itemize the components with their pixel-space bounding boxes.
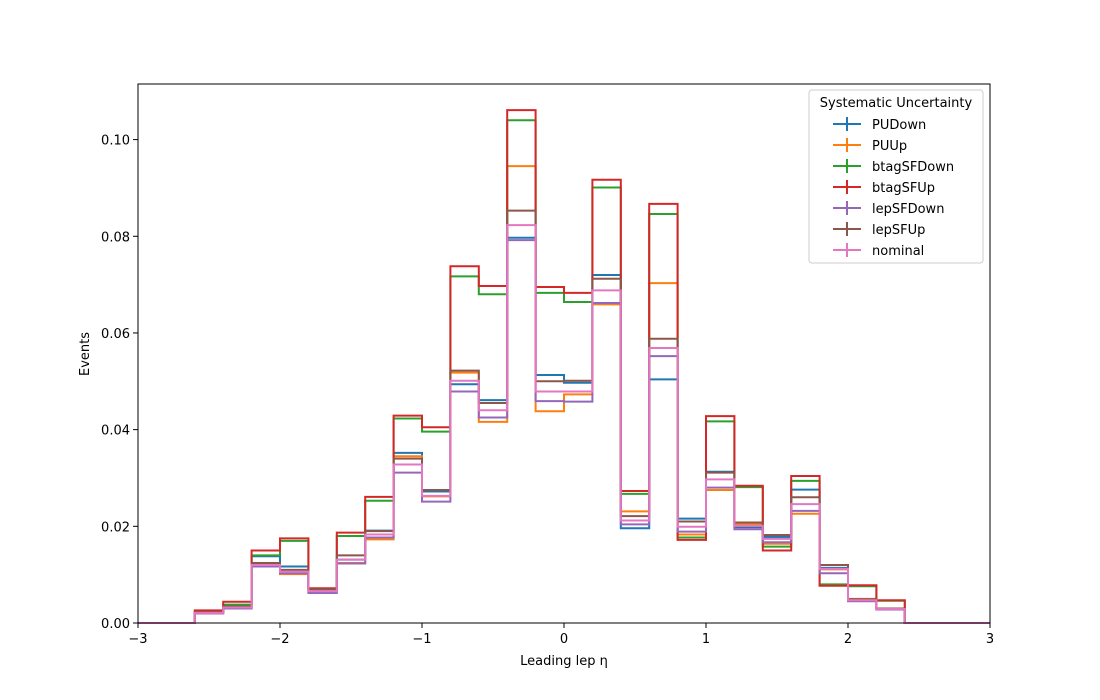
legend-label: lepSFDown: [872, 202, 944, 217]
legend-entry-PUDown: PUDown: [833, 117, 926, 133]
legend-label: btagSFDown: [872, 160, 954, 175]
x-axis-label: Leading lep η: [520, 654, 608, 669]
y-tick-label: 0.02: [101, 520, 130, 535]
legend-entry-nominal: nominal: [833, 243, 924, 259]
legend-label: PUDown: [872, 118, 926, 133]
legend-label: lepSFUp: [872, 223, 925, 238]
legend-entry-btagSFDown: btagSFDown: [833, 159, 954, 175]
legend-label: btagSFUp: [872, 181, 935, 196]
legend-entry-lepSFUp: lepSFUp: [833, 222, 925, 238]
legend-box: [808, 89, 984, 264]
series-layer: [138, 109, 990, 624]
x-tick-label: 3: [986, 632, 994, 647]
legend-label: nominal: [872, 244, 924, 259]
legend-label: PUUp: [872, 139, 907, 154]
series-line-nominal: [138, 224, 990, 624]
axes-layer: −3 −2 −1 0 1 2 3 0.00 0.02 0.04 0.06 0.08 0.10: [101, 134, 994, 647]
y-tick-label: 0.10: [101, 134, 130, 149]
legend: Systematic Uncertainty PUDown PUUp btagSFD…: [808, 89, 984, 264]
x-tick-label: −2: [270, 632, 289, 647]
x-tick-label: −1: [412, 632, 431, 647]
y-axis-label: Events: [78, 332, 93, 376]
y-tick-label: 0.08: [101, 230, 130, 245]
x-tick-label: 2: [844, 632, 852, 647]
x-tick-label: 0: [560, 632, 568, 647]
x-tick-label: 1: [702, 632, 710, 647]
y-tick-label: 0.00: [101, 617, 130, 632]
y-tick-label: 0.06: [101, 327, 130, 342]
legend-entry-PUUp: PUUp: [833, 138, 907, 154]
x-tick-label: −3: [128, 632, 147, 647]
legend-title: Systematic Uncertainty: [820, 96, 973, 111]
legend-entry-lepSFDown: lepSFDown: [833, 201, 944, 217]
legend-entry-btagSFUp: btagSFUp: [833, 180, 935, 196]
y-tick-label: 0.04: [101, 424, 130, 439]
